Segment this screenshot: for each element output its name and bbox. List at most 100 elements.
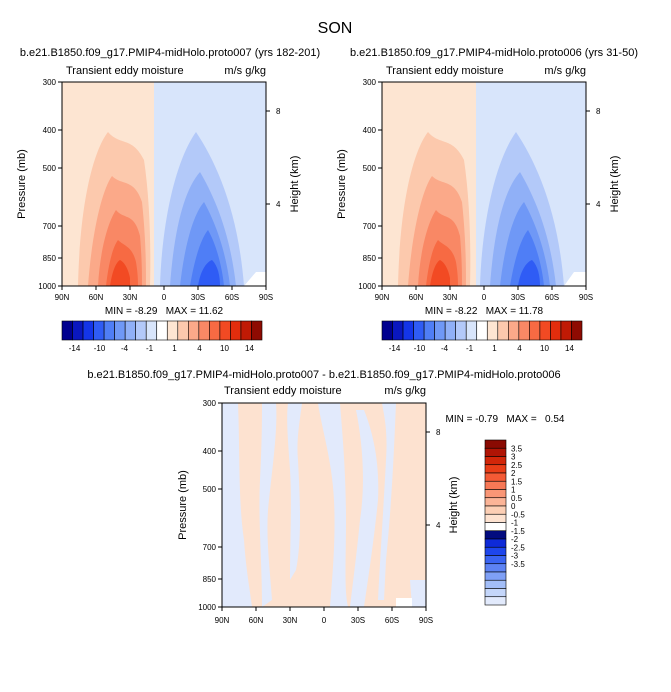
panel-3-x-tick: 30N [283,616,298,625]
panel-2-colorbar-box [539,320,551,341]
panel-3-y-tick: 400 [203,447,217,456]
panel-2-left-string: Transient eddy moisture [386,65,504,77]
panel-1-colorbar-box [251,320,263,341]
panel-1-y-tick: 500 [43,164,57,173]
panel-2-x-tick: 60S [545,293,559,302]
panel-1-colorbar-box [124,320,136,341]
panel-3-stats: MIN = -0.79 MAX = 0.54 [446,414,565,425]
panel-3-colorbar-box [484,472,507,482]
panel-3-x-tick: 30S [351,616,365,625]
panel-1-colorbar-label: 10 [220,344,229,353]
panel-2-y-tick: 700 [363,222,377,231]
panel-1-y2-tick: 8 [276,107,281,116]
panel-2-stats: MIN = -8.22 MAX = 11.78 [425,306,544,317]
panel-3-colorbar-box [484,571,507,581]
panel-2-colorbar-box [550,320,562,341]
panel-3-y-tick: 1000 [198,603,216,612]
panel-1-colorbar-box [103,320,115,341]
panel-1-y2-label: Height (km) [289,156,301,213]
panel-3-colorbar-box [484,513,507,523]
panel-1-x-tick: 60N [89,293,104,302]
panel-3-colorbar-box [484,489,507,499]
panel-2-colorbar-box [465,320,478,341]
panel-3-colorbar-label: 2.5 [511,461,523,470]
panel-3-title: b.e21.B1850.f09_g17.PMIP4-midHolo.proto0… [87,369,560,381]
panel-2-colorbar-box [560,320,572,341]
panel-2-colorbar-box [423,320,435,341]
panel-3-colorbar-box [484,546,507,556]
panel-2-colorbar-box [434,320,446,341]
panel-3-colorbar-label: 0 [511,502,516,511]
panel-3-colorbar-box [484,505,507,515]
panel-1-colorbar-box [114,320,126,341]
panel-3-colorbar-label: 1.5 [511,477,523,486]
panel-1-colorbar-box [198,320,210,341]
panel-3-colorbar-label: -3.5 [511,560,525,569]
panel-1-y-axis: 300 400 500 700 850 1000 Pressure (mb) [16,78,62,291]
panel-2-y-axis: 300 400 500 700 850 1000 Pressure (mb) [336,78,382,291]
panel-3-y2-tick: 8 [436,428,441,437]
panel-3-x-tick: 90S [419,616,433,625]
panel-2-colorbar-label: -4 [441,344,449,353]
panel-1-colorbar-box [219,320,231,341]
panel-2-y-tick: 500 [363,164,377,173]
panel-3-colorbar-label: -1.5 [511,527,525,536]
panel-1-colorbar: -14 -10 -4 -1 1 4 10 14 [61,320,263,353]
panel-1-y-tick: 850 [43,254,57,263]
panel-2-x-tick: 90N [375,293,390,302]
panel-1-colorbar-box [177,320,189,341]
panel-3-y2-axis: 8 4 Height (km) [426,428,460,533]
panel-3-colorbar-box [484,538,507,548]
panel-2-colorbar-box [508,320,520,341]
panel-3-colorbar: 3.532.521.510.50-0.5-1-1.5-2-2.5-3-3.5 [484,439,525,606]
panel-3-y-tick: 700 [203,543,217,552]
panel-3-colorbar-box [484,439,507,449]
panel-2-y-tick: 300 [363,78,377,87]
panel-1-y-label: Pressure (mb) [16,149,28,219]
panel-3-colorbar-box [484,522,507,532]
panel-3-colorbar-box [484,530,507,540]
panel-1-colorbar-box [61,320,73,341]
panel-2-right-string: m/s g/kg [544,65,586,77]
panel-2-x-tick: 30S [511,293,525,302]
panel-2-contour-field [382,82,586,286]
panel-2-y2-tick: 8 [596,107,601,116]
panel-2-colorbar-box [455,320,467,341]
panel-1-x-tick: 30N [123,293,138,302]
panel-1-colorbar-box [240,320,252,341]
panel-3-colorbar-box [484,447,507,457]
panel-2-y2-tick: 4 [596,200,601,209]
panel-2-y-tick: 400 [363,126,377,135]
panel-1-colorbar-box [93,320,105,341]
panel-1-y-tick: 300 [43,78,57,87]
panel-1-colorbar-label: 1 [172,344,177,353]
panel-3-colorbar-label: -3 [511,552,519,561]
panel-2-colorbar-label: 1 [492,344,497,353]
panel-3-colorbar-label: 3.5 [511,444,523,453]
panel-3-colorbar-label: -2.5 [511,543,525,552]
panel-3-colorbar-label: 2 [511,469,516,478]
panel-1-x-tick: 0 [162,293,167,302]
panel-2-colorbar: -14 -10 -4 -1 1 4 10 14 [381,320,583,353]
panel-3-x-tick: 60N [249,616,264,625]
panel-1-colorbar-box [188,320,200,341]
panel-2-x-tick: 60N [409,293,424,302]
panel-1-colorbar-box [72,320,84,341]
panel-1-y-tick: 1000 [38,282,56,291]
panel-1-colorbar-box [135,320,147,341]
panel-2-y2-label: Height (km) [609,156,621,213]
panel-2-colorbar-box [444,320,456,341]
panel-3-colorbar-label: -1 [511,519,519,528]
panel-1-x-tick: 60S [225,293,239,302]
panel-3-right-string: m/s g/kg [384,385,426,397]
panel-1-y2-tick: 4 [276,200,281,209]
panel-3-y-axis: 300 400 500 700 850 1000 Pressure (mb) [177,399,222,612]
panel-3-colorbar-label: 1 [511,486,516,495]
panel-2-colorbar-box [486,320,499,341]
panel-1-title: b.e21.B1850.f09_g17.PMIP4-midHolo.proto0… [20,47,320,59]
panel-2-x-tick: 30N [443,293,458,302]
panel-1-right-string: m/s g/kg [224,65,266,77]
panel-3-colorbar-box [484,579,507,589]
panel-3-colorbar-label: -2 [511,535,519,544]
panel-1: b.e21.B1850.f09_g17.PMIP4-midHolo.proto0… [16,47,320,353]
